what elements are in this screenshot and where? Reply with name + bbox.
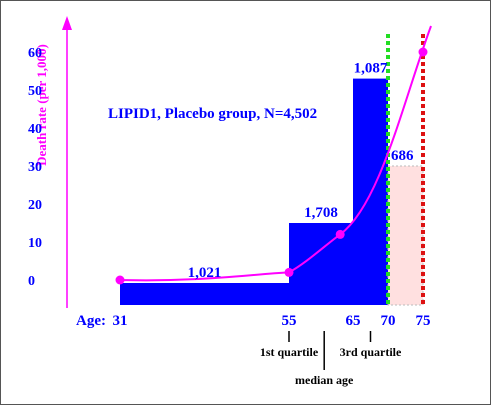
y-tick-40: 40 <box>28 122 42 137</box>
y-axis-title: Death rate (per 1,000) <box>34 44 49 166</box>
band-label-31-55: 1,021 <box>188 265 222 281</box>
curve-point-31 <box>115 275 125 285</box>
y-tick-0: 0 <box>28 274 35 289</box>
chart-title: LIPID1, Placebo group, N=4,502 <box>108 106 317 122</box>
band-label-70-75: 686 <box>391 148 414 164</box>
quartile-label-1: median age <box>295 373 354 387</box>
y-tick-20: 20 <box>28 198 42 213</box>
x-tick-55: 55 <box>282 313 297 329</box>
bar-age-70-75 <box>387 165 424 306</box>
x-tick-75: 75 <box>416 313 431 329</box>
x-tick-31: 31 <box>113 313 128 329</box>
bar-age-31-55 <box>120 283 289 305</box>
x-axis-prefix: Age: <box>76 313 106 329</box>
band-label-55-65: 1,708 <box>304 205 338 221</box>
y-tick-30: 30 <box>28 160 42 175</box>
curve-point-63 <box>335 229 345 239</box>
x-tick-65: 65 <box>346 313 361 329</box>
y-tick-60: 60 <box>28 46 42 61</box>
death-rate-curve <box>119 25 432 282</box>
x-tick-70: 70 <box>381 313 396 329</box>
band-label-65-70: 1,087 <box>354 61 388 77</box>
y-axis-arrow <box>62 16 72 30</box>
y-tick-10: 10 <box>28 236 42 251</box>
curve-point-55 <box>284 267 294 277</box>
y-tick-50: 50 <box>28 84 42 99</box>
quartile-label-0: 1st quartile <box>260 345 319 359</box>
curve-point-75 <box>418 47 428 57</box>
quartile-label-2: 3rd quartile <box>340 345 402 359</box>
